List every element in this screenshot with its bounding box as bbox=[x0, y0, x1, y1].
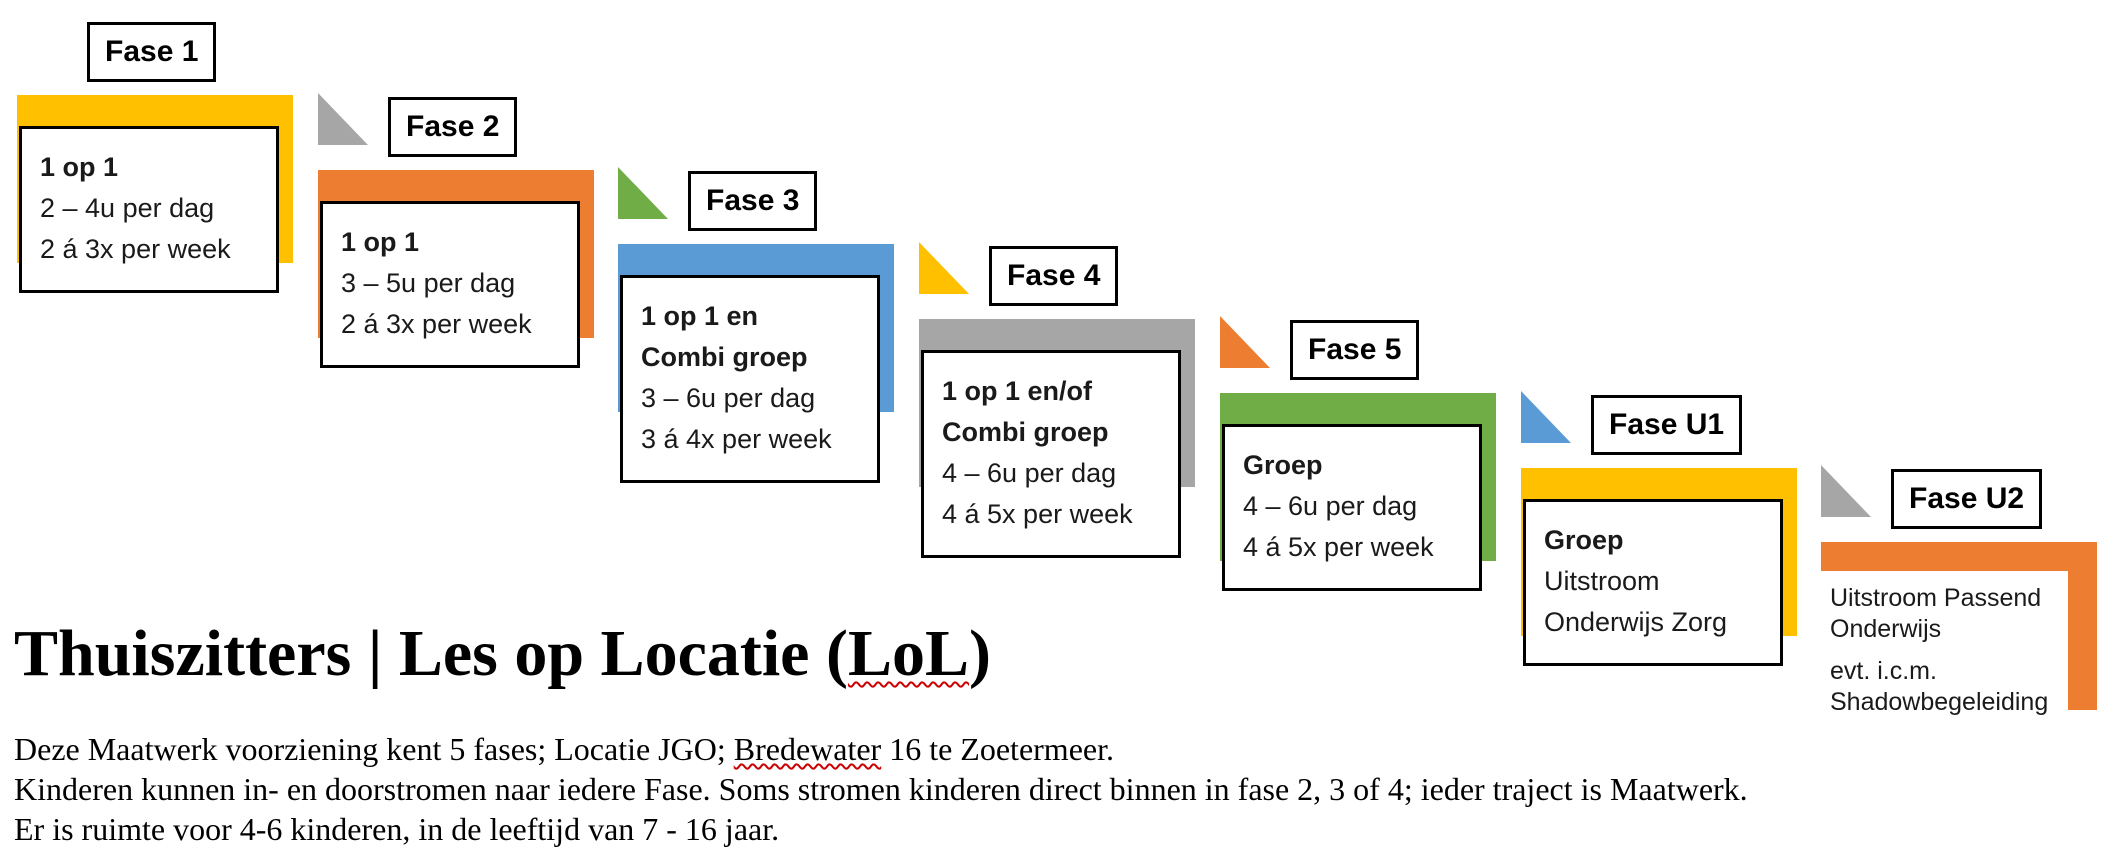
phase-card-fase-1: 1 op 1 2 – 4u per dag 2 á 3x per week bbox=[19, 126, 279, 293]
phase-color-bar-top bbox=[1821, 542, 2097, 571]
phase-card-line: Groep bbox=[1544, 525, 1624, 555]
body-paragraph-3: Er is ruimte voor 4-6 kinderen, in de le… bbox=[14, 811, 780, 847]
phase-text-line: Uitstroom Passend Onderwijs bbox=[1830, 584, 2042, 643]
phase-label-fase-3: Fase 3 bbox=[688, 171, 818, 231]
phase-card-line: Groep bbox=[1243, 450, 1323, 480]
phase-label-fase-4: Fase 4 bbox=[989, 246, 1119, 306]
phase-card-line: 4 – 6u per dag bbox=[942, 458, 1117, 488]
phase-color-bar-right bbox=[2068, 542, 2097, 710]
page-title: Thuiszitters | Les op Locatie (LoL) bbox=[14, 621, 991, 687]
body-paragraph-1-text-end: 16 te Zoetermeer. bbox=[881, 731, 1114, 767]
phase-text-fase-u2: Uitstroom Passend Onderwijs evt. i.c.m. S… bbox=[1830, 583, 2066, 718]
phase-label-fase-2: Fase 2 bbox=[388, 97, 518, 157]
phase-card-fase-u1: Groep Uitstroom Onderwijs Zorg bbox=[1523, 499, 1783, 666]
phase-card-line: 1 op 1 en bbox=[641, 301, 759, 331]
phase-card-line: 3 – 6u per dag bbox=[641, 383, 816, 413]
phase-label-fase-5: Fase 5 bbox=[1290, 320, 1420, 380]
flow-arrow-icon bbox=[618, 167, 668, 219]
spellcheck-underline-word: LoL bbox=[847, 617, 970, 690]
phase-card-fase-4: 1 op 1 en/of Combi groep 4 – 6u per dag 4 á… bbox=[921, 350, 1181, 558]
flow-arrow-icon bbox=[919, 242, 969, 294]
phase-card-line: Combi groep bbox=[942, 417, 1109, 447]
phase-card-line: Onderwijs Zorg bbox=[1544, 607, 1728, 637]
phase-card-fase-2: 1 op 1 3 – 5u per dag 2 á 3x per week bbox=[320, 201, 580, 368]
phase-card-line: 1 op 1 bbox=[341, 227, 420, 257]
body-paragraph-1-text: Deze Maatwerk voorziening kent 5 fases; … bbox=[14, 731, 734, 767]
body-text: Deze Maatwerk voorziening kent 5 fases; … bbox=[14, 729, 1748, 849]
phase-card-line: 2 – 4u per dag bbox=[40, 193, 215, 223]
phase-card-fase-5: Groep 4 – 6u per dag 4 á 5x per week bbox=[1222, 424, 1482, 591]
body-paragraph-1: Deze Maatwerk voorziening kent 5 fases; … bbox=[14, 729, 1748, 769]
phase-card-line: 2 á 3x per week bbox=[341, 309, 532, 339]
phase-card-line: 4 á 5x per week bbox=[942, 499, 1133, 529]
phase-card-line: 1 op 1 en/of bbox=[942, 376, 1093, 406]
page-title-text: Thuiszitters | Les op Locatie ( bbox=[14, 617, 848, 690]
phase-card-line: 4 á 5x per week bbox=[1243, 532, 1434, 562]
flow-arrow-icon bbox=[1220, 316, 1270, 368]
flow-arrow-icon bbox=[1821, 465, 1871, 517]
phase-label-fase-u1: Fase U1 bbox=[1591, 395, 1743, 455]
flow-arrow-icon bbox=[318, 93, 368, 145]
phase-label-fase-1: Fase 1 bbox=[87, 22, 217, 82]
phase-card-line: Uitstroom bbox=[1544, 566, 1660, 596]
phase-card-line: 3 – 5u per dag bbox=[341, 268, 516, 298]
phase-card-line: 1 op 1 bbox=[40, 152, 119, 182]
phase-card-line: 3 á 4x per week bbox=[641, 424, 832, 454]
spellcheck-underline-word: Bredewater bbox=[733, 731, 882, 767]
phase-card-line: Combi groep bbox=[641, 342, 808, 372]
phase-card-line: 4 – 6u per dag bbox=[1243, 491, 1418, 521]
page-title-text-end: ) bbox=[969, 617, 991, 690]
flow-arrow-icon bbox=[1521, 391, 1571, 443]
body-paragraph-2: Kinderen kunnen in- en doorstromen naar … bbox=[14, 771, 1748, 807]
phase-card-line: 2 á 3x per week bbox=[40, 234, 231, 264]
phase-card-fase-3: 1 op 1 en Combi groep 3 – 6u per dag 3 á 4x… bbox=[620, 275, 880, 483]
phase-text-line: evt. i.c.m. Shadowbegeleiding bbox=[1830, 657, 2049, 716]
phase-label-fase-u2: Fase U2 bbox=[1891, 469, 2043, 529]
